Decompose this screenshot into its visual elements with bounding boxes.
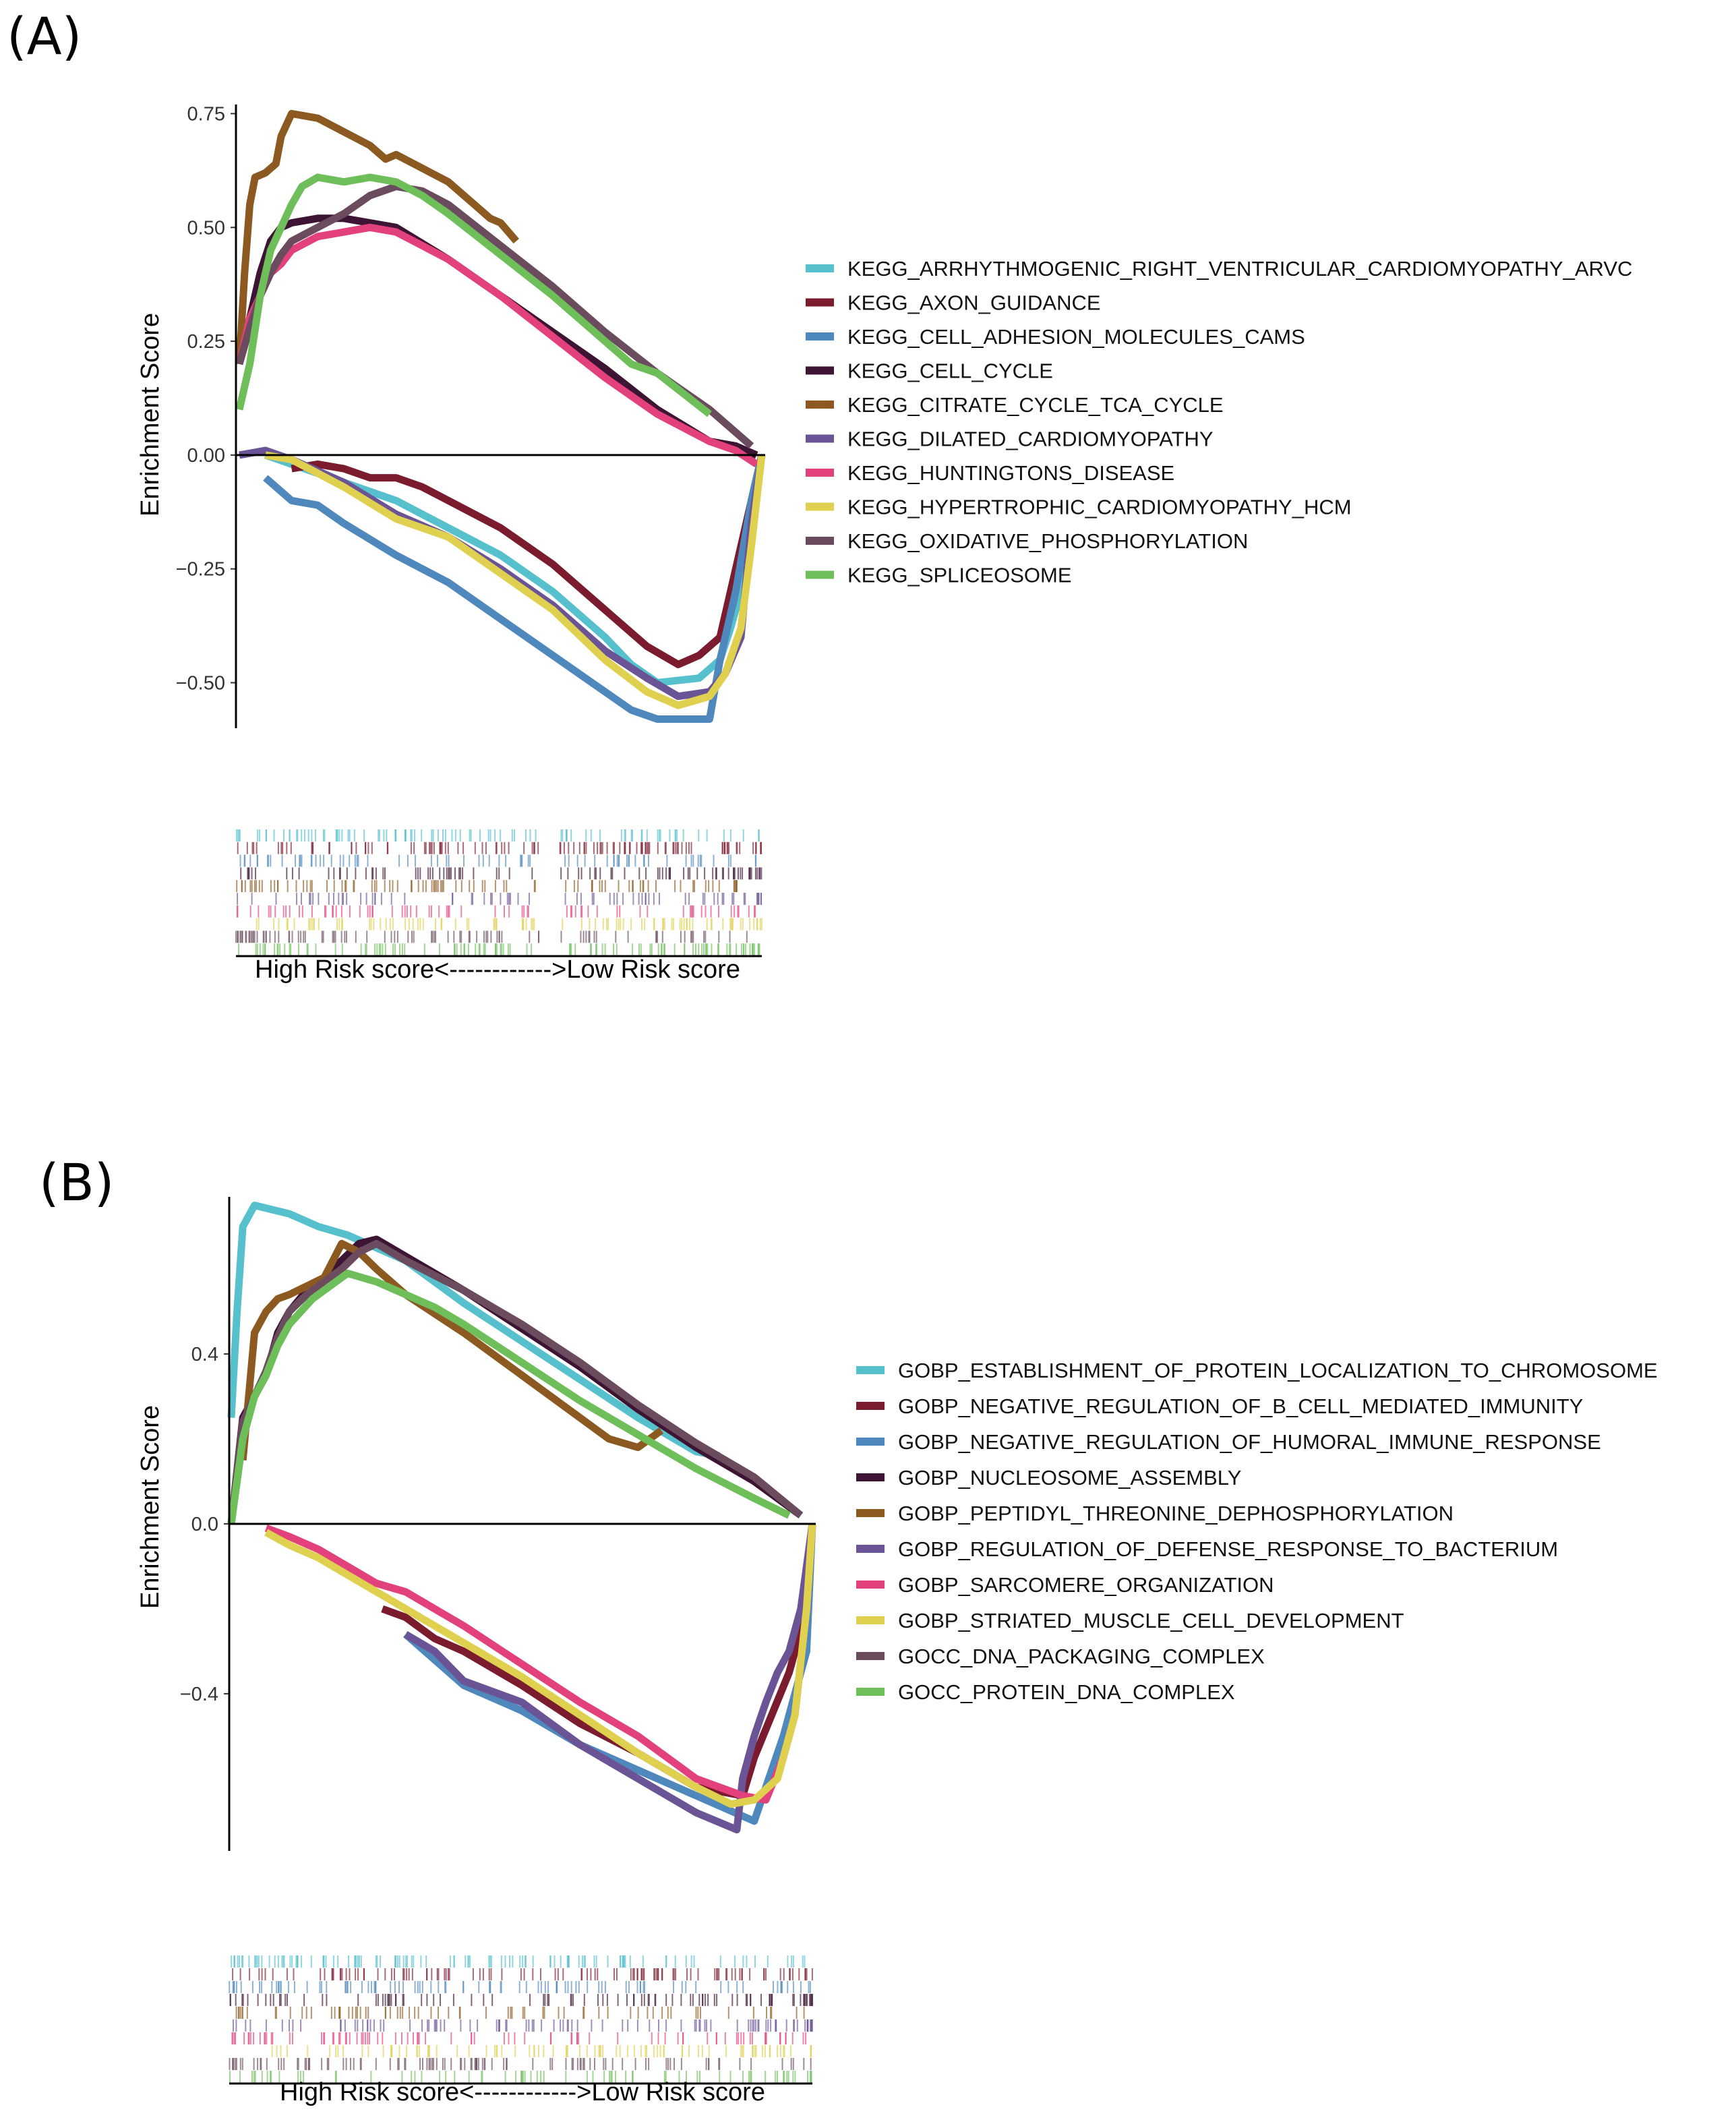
axes-b bbox=[228, 1197, 816, 1851]
series-lines-b bbox=[227, 1202, 816, 1833]
legend-label: GOBP_NUCLEOSOME_ASSEMBLY bbox=[898, 1466, 1241, 1489]
legend-swatch bbox=[806, 570, 834, 579]
panel-label-a: (A) bbox=[7, 6, 82, 66]
y-tick-label: 0.50 bbox=[187, 217, 225, 239]
rank-axis-label-a: High Risk score<------------>Low Risk sc… bbox=[255, 955, 740, 984]
legend-a: KEGG_ARRHYTHMOGENIC_RIGHT_VENTRICULAR_CA… bbox=[806, 257, 1632, 587]
rank-rug-a bbox=[235, 829, 762, 957]
y-tick-label: −0.25 bbox=[176, 559, 225, 581]
series-line-kegg-citrate-cycle-tca-cycle bbox=[235, 110, 519, 365]
y-tick-label: −0.4 bbox=[180, 1684, 218, 1705]
legend-label: KEGG_AXON_GUIDANCE bbox=[847, 291, 1101, 315]
y-ticks-a: −0.50 −0.25 0.00 0.25 0.50 0.75 bbox=[176, 104, 236, 694]
series-line-kegg-spliceosome bbox=[235, 173, 712, 417]
legend-swatch bbox=[856, 1545, 885, 1553]
axes-a bbox=[235, 105, 765, 728]
panel-a: (A) Enrichment Score −0.50 −0.25 0.00 0.25 0… bbox=[7, 6, 1632, 984]
legend-label: GOCC_PROTEIN_DNA_COMPLEX bbox=[898, 1680, 1235, 1704]
series-line-kegg-axon-guidance bbox=[291, 454, 766, 668]
legend-label: GOBP_SARCOMERE_ORGANIZATION bbox=[898, 1573, 1274, 1597]
y-ticks-b: −0.4 0.0 0.4 bbox=[180, 1344, 229, 1705]
legend-swatch bbox=[806, 469, 834, 477]
legend-label: KEGG_ARRHYTHMOGENIC_RIGHT_VENTRICULAR_CA… bbox=[847, 257, 1632, 280]
legend-swatch bbox=[806, 298, 834, 307]
legend-b: GOBP_ESTABLISHMENT_OF_PROTEIN_LOCALIZATI… bbox=[856, 1359, 1658, 1704]
series-line-kegg-arrhythmogenic-right-ventricular-cardiomyopathy-arvc bbox=[264, 451, 766, 686]
legend-swatch bbox=[806, 264, 834, 272]
series-line-kegg-hypertrophic-cardiomyopathy-hcm bbox=[264, 451, 766, 709]
series-line-gocc-protein-dna-complex bbox=[227, 1269, 791, 1525]
legend-label: KEGG_OXIDATIVE_PHOSPHORYLATION bbox=[847, 529, 1248, 553]
legend-swatch bbox=[806, 537, 834, 545]
legend-swatch bbox=[856, 1616, 885, 1624]
series-line-gobp-sarcomere-organization bbox=[264, 1523, 816, 1804]
y-axis-title-a: Enrichment Score bbox=[136, 313, 164, 516]
legend-label: KEGG_CITRATE_CYCLE_TCA_CYCLE bbox=[847, 393, 1224, 417]
rank-axis-label-b: High Risk score<------------>Low Risk sc… bbox=[280, 2078, 765, 2106]
legend-swatch bbox=[856, 1366, 885, 1374]
legend-label: KEGG_HYPERTROPHIC_CARDIOMYOPATHY_HCM bbox=[847, 496, 1352, 519]
legend-swatch bbox=[806, 401, 834, 409]
legend-label: GOBP_REGULATION_OF_DEFENSE_RESPONSE_TO_B… bbox=[898, 1537, 1558, 1561]
y-tick-label: −0.50 bbox=[176, 672, 225, 694]
legend-swatch bbox=[856, 1509, 885, 1517]
legend-label: KEGG_CELL_ADHESION_MOLECULES_CAMS bbox=[847, 325, 1305, 349]
series-line-gobp-peptidyl-threonine-dephosphorylation bbox=[239, 1239, 664, 1461]
legend-label: GOCC_DNA_PACKAGING_COMPLEX bbox=[898, 1645, 1265, 1668]
legend-label: KEGG_CELL_CYCLE bbox=[847, 359, 1053, 383]
rank-rug-b bbox=[229, 1955, 813, 2085]
y-tick-label: 0.25 bbox=[187, 331, 225, 353]
legend-swatch bbox=[856, 1581, 885, 1589]
legend-swatch bbox=[806, 332, 834, 341]
legend-swatch bbox=[856, 1473, 885, 1481]
legend-swatch bbox=[806, 366, 834, 375]
series-line-kegg-oxidative-phosphorylation bbox=[235, 183, 754, 449]
legend-swatch bbox=[856, 1438, 885, 1446]
legend-swatch bbox=[806, 502, 834, 511]
y-tick-label: 0.0 bbox=[191, 1514, 218, 1535]
legend-label: KEGG_HUNTINGTONS_DISEASE bbox=[847, 461, 1174, 485]
y-tick-label: 0.00 bbox=[187, 445, 225, 467]
series-line-kegg-cell-adhesion-molecules-cams bbox=[263, 454, 766, 723]
legend-swatch bbox=[856, 1402, 885, 1410]
legend-label: GOBP_NEGATIVE_REGULATION_OF_HUMORAL_IMMU… bbox=[898, 1430, 1601, 1454]
panel-label-b: (B) bbox=[39, 1152, 114, 1212]
legend-swatch bbox=[856, 1652, 885, 1660]
legend-swatch bbox=[856, 1688, 885, 1696]
legend-label: KEGG_DILATED_CARDIOMYOPATHY bbox=[847, 427, 1214, 451]
legend-label: GOBP_PEPTIDYL_THREONINE_DEPHOSPHORYLATIO… bbox=[898, 1502, 1454, 1525]
legend-label: GOBP_NEGATIVE_REGULATION_OF_B_CELL_MEDIA… bbox=[898, 1394, 1583, 1418]
series-lines-a bbox=[235, 110, 766, 723]
panel-b: (B) Enrichment Score −0.4 0.0 0.4 High Ris… bbox=[39, 1152, 1658, 2106]
legend-label: KEGG_SPLICEOSOME bbox=[847, 564, 1072, 587]
y-tick-label: 0.75 bbox=[187, 104, 225, 125]
legend-label: GOBP_ESTABLISHMENT_OF_PROTEIN_LOCALIZATI… bbox=[898, 1359, 1658, 1382]
series-line-gobp-striated-muscle-cell-development bbox=[264, 1523, 816, 1808]
legend-label: GOBP_STRIATED_MUSCLE_CELL_DEVELOPMENT bbox=[898, 1609, 1404, 1632]
series-line-gobp-regulation-of-defense-response-to-bacterium bbox=[403, 1523, 816, 1833]
legend-swatch bbox=[806, 434, 834, 443]
y-axis-title-b: Enrichment Score bbox=[136, 1405, 164, 1609]
series-line-kegg-huntingtons-disease bbox=[235, 223, 759, 468]
y-tick-label: 0.4 bbox=[191, 1344, 218, 1365]
